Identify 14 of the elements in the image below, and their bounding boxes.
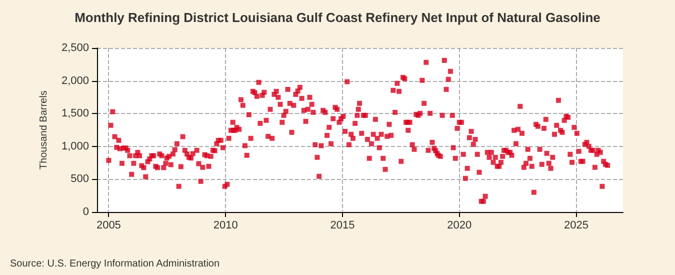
x-tick-label: 2005 <box>96 220 121 232</box>
y-tick-label: 1,500 <box>61 108 89 120</box>
x-tick-label: 2020 <box>447 220 472 232</box>
y-tick-label: 1,000 <box>61 140 89 152</box>
y-axis-title: Thousand Barrels <box>38 90 50 170</box>
x-tick-label: 2025 <box>564 220 588 232</box>
x-tick-label: 2015 <box>330 220 355 232</box>
chart-title: Monthly Refining District Louisiana Gulf Coast Refinery Net Input of Natural Gasoline <box>74 10 600 25</box>
source-note: Source: U.S. Energy Information Administration <box>10 258 220 270</box>
y-tick-label: 2,500 <box>61 42 89 54</box>
y-tick-label: 0 <box>82 206 89 218</box>
y-tick-label: 500 <box>70 173 89 186</box>
y-tick-label: 2,000 <box>61 74 89 87</box>
x-tick-label: 2010 <box>213 220 238 232</box>
